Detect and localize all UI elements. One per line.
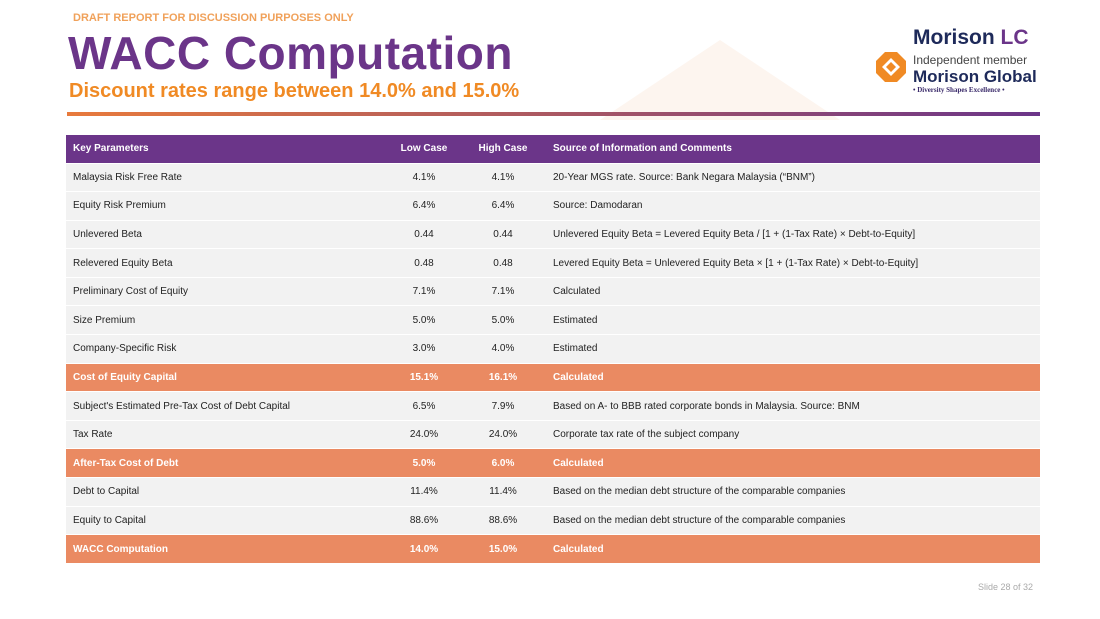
table-row: Preliminary Cost of Equity 7.1% 7.1% Calcul… bbox=[66, 277, 1040, 307]
table-row: Cost of Equity Capital 15.1% 16.1% Calculat… bbox=[66, 363, 1040, 393]
low-case-cell: 88.6% bbox=[388, 506, 460, 536]
page-title: WACC Computation bbox=[68, 27, 513, 79]
low-case-cell: 15.1% bbox=[388, 363, 460, 393]
low-case-cell: 24.0% bbox=[388, 420, 460, 450]
table-row: Subject's Estimated Pre-Tax Cost of Debt… bbox=[66, 391, 1040, 421]
slide-number: Slide 28 of 32 bbox=[977, 582, 1033, 592]
high-case-cell: 15.0% bbox=[460, 534, 546, 564]
logo-name: Morison LC bbox=[913, 26, 1029, 49]
low-case-cell: 7.1% bbox=[388, 277, 460, 307]
parameter-cell: Equity to Capital bbox=[66, 506, 388, 536]
low-case-cell: 5.0% bbox=[388, 305, 460, 336]
low-case-cell: 6.5% bbox=[388, 391, 460, 421]
high-case-cell: 88.6% bbox=[460, 506, 546, 536]
low-case-cell: 3.0% bbox=[388, 334, 460, 364]
source-cell: Calculated bbox=[546, 448, 1040, 479]
high-case-cell: 5.0% bbox=[460, 305, 546, 336]
table-row: Equity to Capital 88.6% 88.6% Based on the … bbox=[66, 506, 1040, 536]
morison-logo: Morison LC Independent member Morison Gl… bbox=[876, 26, 1041, 98]
source-cell: Estimated bbox=[546, 334, 1040, 364]
wacc-table: Key Parameters Low Case High Case Source… bbox=[66, 135, 1040, 564]
col-header-high: High Case bbox=[460, 135, 546, 164]
table-header: Key Parameters Low Case High Case Source… bbox=[66, 135, 1040, 164]
page-subtitle: Discount rates range between 14.0% and 1… bbox=[69, 80, 520, 102]
background-shape bbox=[600, 40, 840, 120]
high-case-cell: 4.1% bbox=[460, 163, 546, 193]
table-row: Company-Specific Risk 3.0% 4.0% Estimated bbox=[66, 334, 1040, 364]
high-case-cell: 0.44 bbox=[460, 220, 546, 250]
parameter-cell: Size Premium bbox=[66, 305, 388, 336]
high-case-cell: 6.4% bbox=[460, 191, 546, 221]
source-cell: Based on A- to BBB rated corporate bonds… bbox=[546, 391, 1040, 421]
source-cell: Source: Damodaran bbox=[546, 191, 1040, 221]
table-row: Size Premium 5.0% 5.0% Estimated bbox=[66, 305, 1040, 336]
col-header-parameters: Key Parameters bbox=[66, 135, 388, 164]
low-case-cell: 5.0% bbox=[388, 448, 460, 479]
table-row: WACC Computation 14.0% 15.0% Calculated bbox=[66, 534, 1040, 564]
parameter-cell: WACC Computation bbox=[66, 534, 388, 564]
parameter-cell: Debt to Capital bbox=[66, 477, 388, 507]
table-row: Unlevered Beta 0.44 0.44 Unlevered Equity B… bbox=[66, 220, 1040, 250]
high-case-cell: 11.4% bbox=[460, 477, 546, 507]
high-case-cell: 0.48 bbox=[460, 248, 546, 278]
parameter-cell: Preliminary Cost of Equity bbox=[66, 277, 388, 307]
parameter-cell: After-Tax Cost of Debt bbox=[66, 448, 388, 479]
source-cell: Unlevered Equity Beta = Levered Equity B… bbox=[546, 220, 1040, 250]
table-row: After-Tax Cost of Debt 5.0% 6.0% Calculated bbox=[66, 448, 1040, 479]
table-row: Malaysia Risk Free Rate 4.1% 4.1% 20-Year M… bbox=[66, 163, 1040, 193]
parameter-cell: Subject's Estimated Pre-Tax Cost of Debt… bbox=[66, 391, 388, 421]
draft-notice: DRAFT REPORT FOR DISCUSSION PURPOSES ONL… bbox=[73, 12, 354, 24]
col-header-source: Source of Information and Comments bbox=[546, 135, 1040, 164]
low-case-cell: 0.48 bbox=[388, 248, 460, 278]
low-case-cell: 14.0% bbox=[388, 534, 460, 564]
logo-tagline: • Diversity Shapes Excellence • bbox=[913, 86, 1005, 94]
high-case-cell: 7.9% bbox=[460, 391, 546, 421]
source-cell: Estimated bbox=[546, 305, 1040, 336]
parameter-cell: Relevered Equity Beta bbox=[66, 248, 388, 278]
high-case-cell: 7.1% bbox=[460, 277, 546, 307]
source-cell: Calculated bbox=[546, 534, 1040, 564]
parameter-cell: Malaysia Risk Free Rate bbox=[66, 163, 388, 193]
source-cell: Based on the median debt structure of th… bbox=[546, 506, 1040, 536]
table-row: Tax Rate 24.0% 24.0% Corporate tax rate of … bbox=[66, 420, 1040, 450]
source-cell: Calculated bbox=[546, 277, 1040, 307]
source-cell: Corporate tax rate of the subject compan… bbox=[546, 420, 1040, 450]
col-header-low: Low Case bbox=[388, 135, 460, 164]
source-cell: Levered Equity Beta = Unlevered Equity B… bbox=[546, 248, 1040, 278]
source-cell: Calculated bbox=[546, 363, 1040, 393]
parameter-cell: Cost of Equity Capital bbox=[66, 363, 388, 393]
parameter-cell: Tax Rate bbox=[66, 420, 388, 450]
source-cell: Based on the median debt structure of th… bbox=[546, 477, 1040, 507]
parameter-cell: Unlevered Beta bbox=[66, 220, 388, 250]
source-cell: 20-Year MGS rate. Source: Bank Negara Ma… bbox=[546, 163, 1040, 193]
low-case-cell: 6.4% bbox=[388, 191, 460, 221]
high-case-cell: 24.0% bbox=[460, 420, 546, 450]
table-row: Relevered Equity Beta 0.48 0.48 Levered Equ… bbox=[66, 248, 1040, 278]
table-row: Equity Risk Premium 6.4% 6.4% Source: Damod… bbox=[66, 191, 1040, 221]
morison-emblem-icon bbox=[876, 52, 906, 82]
logo-global-text: Morison Global bbox=[913, 67, 1037, 86]
title-divider bbox=[67, 112, 1040, 116]
logo-member-text: Independent member bbox=[913, 53, 1028, 67]
parameter-cell: Company-Specific Risk bbox=[66, 334, 388, 364]
low-case-cell: 11.4% bbox=[388, 477, 460, 507]
high-case-cell: 4.0% bbox=[460, 334, 546, 364]
low-case-cell: 4.1% bbox=[388, 163, 460, 193]
high-case-cell: 6.0% bbox=[460, 448, 546, 479]
table-row: Debt to Capital 11.4% 11.4% Based on the me… bbox=[66, 477, 1040, 507]
parameter-cell: Equity Risk Premium bbox=[66, 191, 388, 221]
low-case-cell: 0.44 bbox=[388, 220, 460, 250]
high-case-cell: 16.1% bbox=[460, 363, 546, 393]
